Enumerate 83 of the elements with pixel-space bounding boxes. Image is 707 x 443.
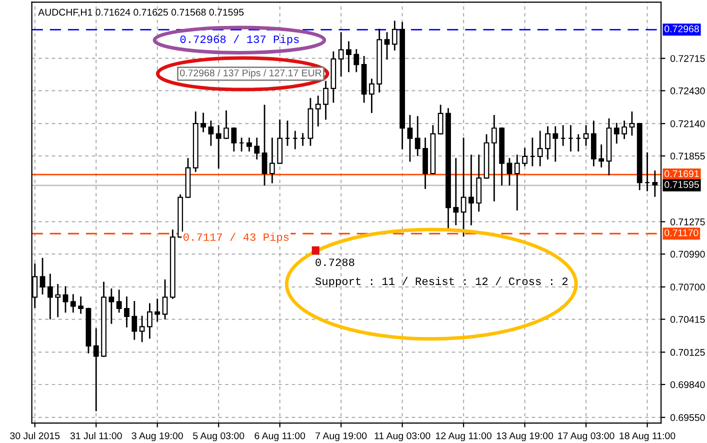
candlestick bbox=[346, 41, 352, 72]
candlestick bbox=[132, 300, 138, 340]
x-tick-label: 30 Jul 2015 bbox=[10, 432, 60, 440]
x-tick-label: 7 Aug 19:00 bbox=[316, 432, 367, 442]
y-tick-label: 0.70990 bbox=[670, 250, 705, 258]
candlestick bbox=[154, 298, 160, 322]
candlestick bbox=[108, 288, 114, 324]
candlestick bbox=[47, 274, 53, 320]
candlestick bbox=[460, 138, 466, 237]
x-tick-label: 11 Aug 03:00 bbox=[374, 432, 430, 442]
y-tick-label: 0.71275 bbox=[670, 218, 705, 226]
candlestick bbox=[162, 279, 168, 320]
candlestick bbox=[453, 158, 459, 226]
candlestick bbox=[224, 110, 229, 140]
candlestick bbox=[438, 104, 444, 134]
candlestick bbox=[231, 127, 237, 152]
candlestick bbox=[407, 114, 413, 162]
x-tick-label: 13 Aug 19:00 bbox=[496, 432, 554, 442]
y-tick-label: 0.72430 bbox=[670, 87, 705, 94]
candlestick bbox=[116, 290, 122, 313]
candlestick bbox=[200, 112, 206, 132]
x-tick-label: 31 Jul 11:00 bbox=[70, 432, 122, 440]
candlestick bbox=[392, 20, 398, 51]
candlestick bbox=[368, 78, 374, 113]
candlestick bbox=[522, 148, 528, 166]
candlestick bbox=[468, 154, 474, 226]
candlestick bbox=[652, 170, 658, 197]
candlestick bbox=[139, 316, 145, 342]
candlestick bbox=[124, 296, 130, 328]
ref-line-label: 0.72968 bbox=[664, 25, 699, 32]
x-tick-label: 3 Aug 19:00 bbox=[132, 432, 183, 442]
candlestick bbox=[414, 116, 420, 156]
candlestick bbox=[583, 125, 589, 146]
ref-line-label: 0.71170 bbox=[664, 229, 698, 236]
candlestick bbox=[269, 138, 275, 184]
y-tick-label: 0.69550 bbox=[670, 414, 705, 422]
candlestick bbox=[55, 284, 61, 318]
y-tick-label: 0.70415 bbox=[670, 316, 705, 323]
candlestick bbox=[216, 125, 222, 169]
candlestick bbox=[147, 303, 152, 339]
candlestick bbox=[384, 32, 390, 60]
y-tick-label: 0.71855 bbox=[670, 152, 705, 160]
candlestick bbox=[354, 49, 360, 72]
candlestick bbox=[552, 126, 558, 162]
candlestick bbox=[78, 296, 84, 314]
y-tick-label: 0.70700 bbox=[670, 284, 705, 291]
candlestick bbox=[598, 144, 604, 168]
text: AUDCHF,H1 0.71624 0.71625 0.71568 0.71595 bbox=[38, 8, 244, 17]
candlestick bbox=[622, 120, 627, 140]
candlestick bbox=[491, 114, 497, 202]
annotation: 0.7288 bbox=[316, 258, 354, 266]
candlestick bbox=[629, 112, 635, 136]
ref-line-label: 0.71691 bbox=[664, 170, 699, 178]
candlestick bbox=[246, 138, 252, 152]
y-tick-label: 0.72140 bbox=[670, 120, 705, 128]
candlestick bbox=[545, 126, 550, 160]
candlestick bbox=[93, 328, 99, 412]
x-tick-label: 12 Aug 11:00 bbox=[436, 432, 492, 442]
annotation: 0.72968 / 137 Pips / 127.17 EUR bbox=[180, 69, 322, 78]
candlestick bbox=[40, 258, 46, 294]
x-tick-label: 5 Aug 03:00 bbox=[193, 432, 244, 442]
x-tick-label: 17 Aug 03:00 bbox=[558, 432, 614, 442]
candlestick bbox=[537, 130, 543, 166]
y-tick-label: 0.72715 bbox=[670, 55, 705, 62]
y-tick-label: 0.70125 bbox=[670, 348, 705, 356]
candlestick bbox=[323, 80, 328, 120]
ref-line-label: 0.71595 bbox=[664, 181, 699, 188]
candlestick bbox=[254, 138, 260, 160]
annotation: Support : 11 / Resist : 12 / Cross : 2 bbox=[315, 276, 568, 288]
candlestick bbox=[62, 286, 68, 313]
candlestick bbox=[315, 96, 321, 127]
y-tick-label: 0.69840 bbox=[670, 381, 705, 388]
annotation: 0.72968 / 137 Pips bbox=[180, 34, 299, 46]
candlestick bbox=[208, 120, 214, 146]
x-tick-label: 6 Aug 11:00 bbox=[254, 432, 306, 442]
candlestick bbox=[338, 32, 344, 77]
x-tick-label: 18 Aug 11:00 bbox=[620, 432, 676, 442]
candlestick bbox=[70, 294, 76, 313]
candlestick bbox=[614, 122, 620, 144]
candlestick bbox=[514, 154, 520, 210]
candlestick bbox=[262, 104, 268, 186]
candlestick bbox=[506, 158, 512, 186]
annotation: 0.7117 / 43 Pips bbox=[184, 232, 289, 244]
